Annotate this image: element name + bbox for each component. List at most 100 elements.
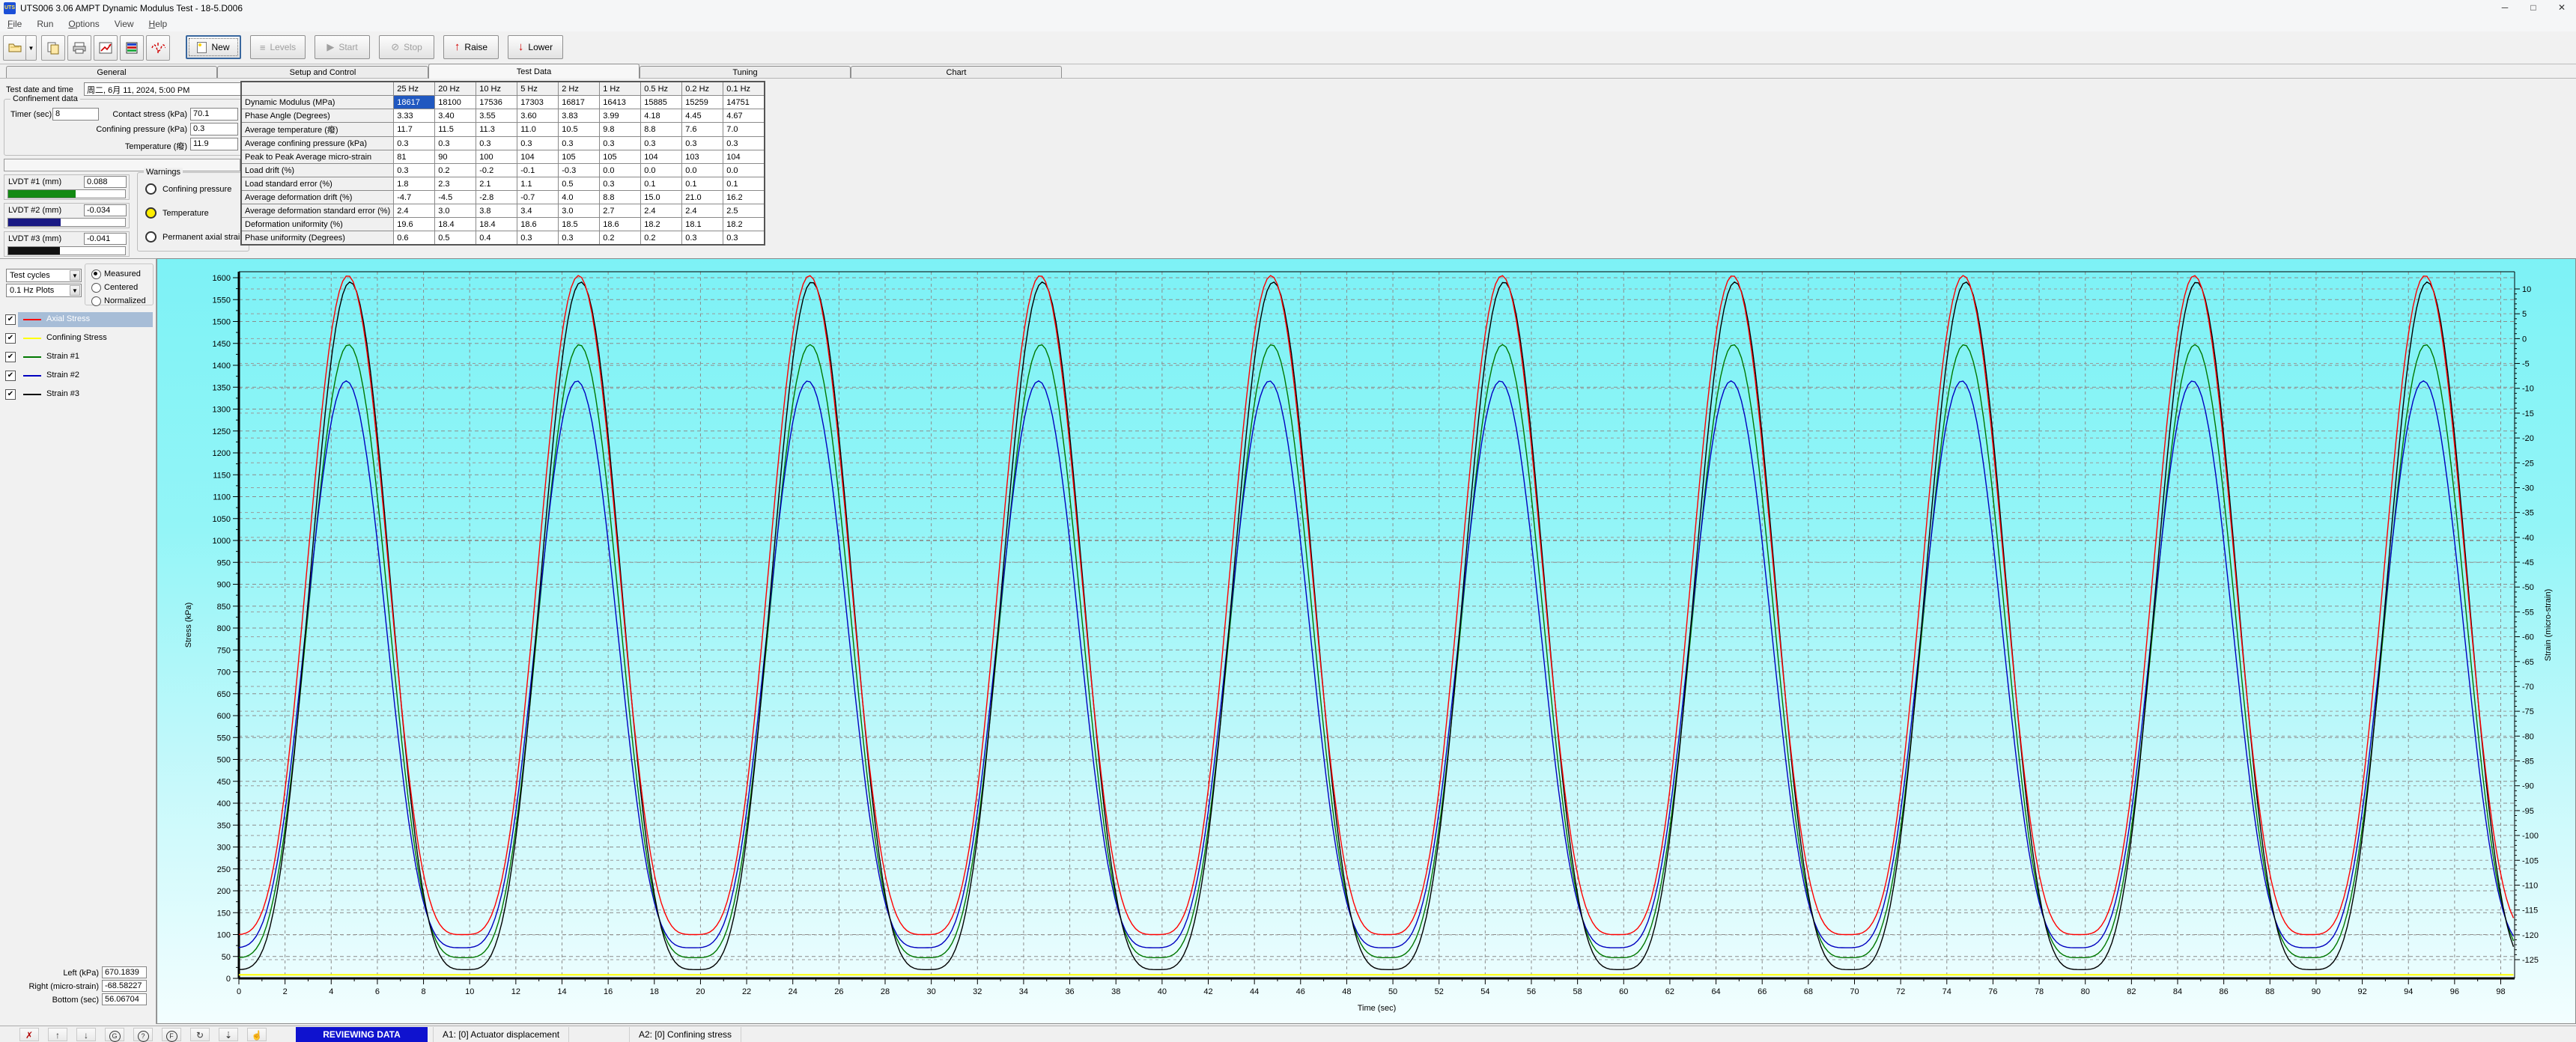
radio-measured[interactable] — [91, 269, 101, 279]
table-cell[interactable]: 105 — [599, 150, 642, 164]
discard-data-icon[interactable]: ✗ — [19, 1028, 39, 1041]
table-cell[interactable]: 11.0 — [517, 122, 559, 137]
checkbox[interactable]: ✔ — [5, 371, 16, 381]
series-toggle-strain--3[interactable]: ✔ Strain #3 — [1, 387, 154, 402]
table-cell[interactable]: -0.3 — [558, 163, 601, 177]
checkbox[interactable]: ✔ — [5, 333, 16, 344]
table-cell[interactable]: 0.3 — [434, 136, 477, 150]
menu-item-help[interactable]: Help — [148, 19, 168, 29]
checkbox[interactable]: ✔ — [5, 389, 16, 400]
table-cell[interactable]: 0.4 — [476, 231, 518, 246]
raise-actuator-icon[interactable]: ↑ — [48, 1028, 67, 1041]
checkbox[interactable]: ✔ — [5, 314, 16, 325]
table-cell[interactable]: -4.5 — [434, 190, 477, 204]
table-cell[interactable]: 18.4 — [476, 217, 518, 231]
table-cell[interactable]: 0.3 — [517, 136, 559, 150]
maximize-button[interactable]: □ — [2530, 2, 2536, 13]
table-cell[interactable]: 1.8 — [393, 177, 436, 191]
table-cell[interactable]: 0.3 — [558, 136, 601, 150]
table-cell[interactable]: 17536 — [476, 95, 518, 109]
table-cell[interactable]: 16817 — [558, 95, 601, 109]
chevron-down-icon[interactable]: ▼ — [70, 270, 80, 281]
menu-item-file[interactable]: File — [7, 19, 22, 29]
table-cell[interactable]: -0.7 — [517, 190, 559, 204]
table-cell[interactable]: 16413 — [599, 95, 642, 109]
table-cell[interactable]: 0.2 — [434, 163, 477, 177]
table-cell[interactable]: 104 — [723, 150, 765, 164]
tab-chart[interactable]: Chart — [851, 66, 1062, 78]
table-cell[interactable]: 0.3 — [393, 136, 436, 150]
table-cell[interactable]: -2.8 — [476, 190, 518, 204]
table-cell[interactable]: 104 — [517, 150, 559, 164]
table-cell[interactable]: -0.1 — [517, 163, 559, 177]
table-cell[interactable]: 2.3 — [434, 177, 477, 191]
table-cell[interactable]: 2.4 — [640, 204, 683, 218]
table-cell[interactable]: 18.5 — [558, 217, 601, 231]
table-cell[interactable]: 0.6 — [393, 231, 436, 246]
temperature-probe-icon[interactable]: ⇣ — [219, 1028, 238, 1041]
series-toggle-confining-stress[interactable]: ✔ Confining Stress — [1, 331, 154, 346]
hand-pause-icon[interactable]: ☝ — [247, 1028, 267, 1041]
close-button[interactable]: ✕ — [2557, 2, 2566, 13]
table-cell[interactable]: 2.5 — [723, 204, 765, 218]
table-cell[interactable]: 0.3 — [640, 136, 683, 150]
levels-grid-icon[interactable] — [120, 35, 144, 61]
help-status-icon[interactable]: ? — [133, 1028, 153, 1042]
export-chart-icon[interactable] — [94, 35, 118, 61]
table-cell[interactable]: 9.8 — [599, 122, 642, 137]
table-cell[interactable]: 1.1 — [517, 177, 559, 191]
chevron-down-icon[interactable]: ▼ — [70, 285, 80, 296]
table-cell[interactable]: -0.2 — [476, 163, 518, 177]
radio-normalized[interactable] — [91, 296, 101, 306]
plots-dropdown[interactable]: 0.1 Hz Plots ▼ — [6, 284, 82, 297]
table-cell[interactable]: 0.2 — [640, 231, 683, 246]
copy-data-icon[interactable] — [41, 35, 65, 61]
table-cell[interactable]: 19.6 — [393, 217, 436, 231]
table-cell[interactable]: 18.2 — [640, 217, 683, 231]
table-cell[interactable]: 0.1 — [640, 177, 683, 191]
function-icon[interactable]: F — [162, 1028, 181, 1042]
table-cell[interactable]: 21.0 — [681, 190, 724, 204]
table-cell[interactable]: 15885 — [640, 95, 683, 109]
table-cell[interactable]: 8.8 — [599, 190, 642, 204]
table-cell[interactable]: 4.45 — [681, 109, 724, 123]
table-cell[interactable]: 0.3 — [681, 136, 724, 150]
series-toggle-axial-stress[interactable]: ✔ Axial Stress — [1, 312, 154, 327]
table-cell[interactable]: 0.2 — [599, 231, 642, 246]
tab-setup-and-control[interactable]: Setup and Control — [217, 66, 428, 78]
table-cell[interactable]: 0.5 — [558, 177, 601, 191]
table-cell[interactable]: 3.60 — [517, 109, 559, 123]
raise-button[interactable]: ↑ Raise — [443, 35, 499, 59]
table-cell[interactable]: 2.4 — [681, 204, 724, 218]
table-cell[interactable]: 18.1 — [681, 217, 724, 231]
table-cell[interactable]: 0.1 — [681, 177, 724, 191]
chart-plot[interactable]: 0 50 100 150 200 250 300 350 400 450 500 550 600 650 7… — [157, 258, 2576, 1024]
table-cell[interactable]: 4.18 — [640, 109, 683, 123]
table-cell[interactable]: 18.6 — [517, 217, 559, 231]
table-cell[interactable]: 17303 — [517, 95, 559, 109]
table-cell[interactable]: 8.8 — [640, 122, 683, 137]
table-cell[interactable]: 3.0 — [558, 204, 601, 218]
tuning-wave-icon[interactable] — [146, 35, 170, 61]
menu-item-view[interactable]: View — [114, 19, 134, 29]
table-cell[interactable]: 0.0 — [599, 163, 642, 177]
table-cell[interactable]: 2.1 — [476, 177, 518, 191]
table-cell[interactable]: 15.0 — [640, 190, 683, 204]
lower-button[interactable]: ↓ Lower — [508, 35, 563, 59]
table-cell[interactable]: 16.2 — [723, 190, 765, 204]
table-cell[interactable]: 18100 — [434, 95, 477, 109]
gain-icon[interactable]: G — [105, 1028, 124, 1042]
open-test-icon[interactable] — [3, 35, 27, 61]
series-toggle-strain--2[interactable]: ✔ Strain #2 — [1, 368, 154, 383]
table-cell[interactable]: 7.0 — [723, 122, 765, 137]
series-toggle-strain--1[interactable]: ✔ Strain #1 — [1, 350, 154, 365]
table-cell[interactable]: 11.5 — [434, 122, 477, 137]
table-cell[interactable]: 3.83 — [558, 109, 601, 123]
table-cell[interactable]: 3.8 — [476, 204, 518, 218]
table-cell[interactable]: 3.33 — [393, 109, 436, 123]
cycles-dropdown[interactable]: Test cycles ▼ — [6, 269, 82, 282]
table-cell[interactable]: 105 — [558, 150, 601, 164]
table-cell[interactable]: 3.0 — [434, 204, 477, 218]
table-cell[interactable]: 2.4 — [393, 204, 436, 218]
new-button[interactable]: New — [186, 35, 241, 59]
